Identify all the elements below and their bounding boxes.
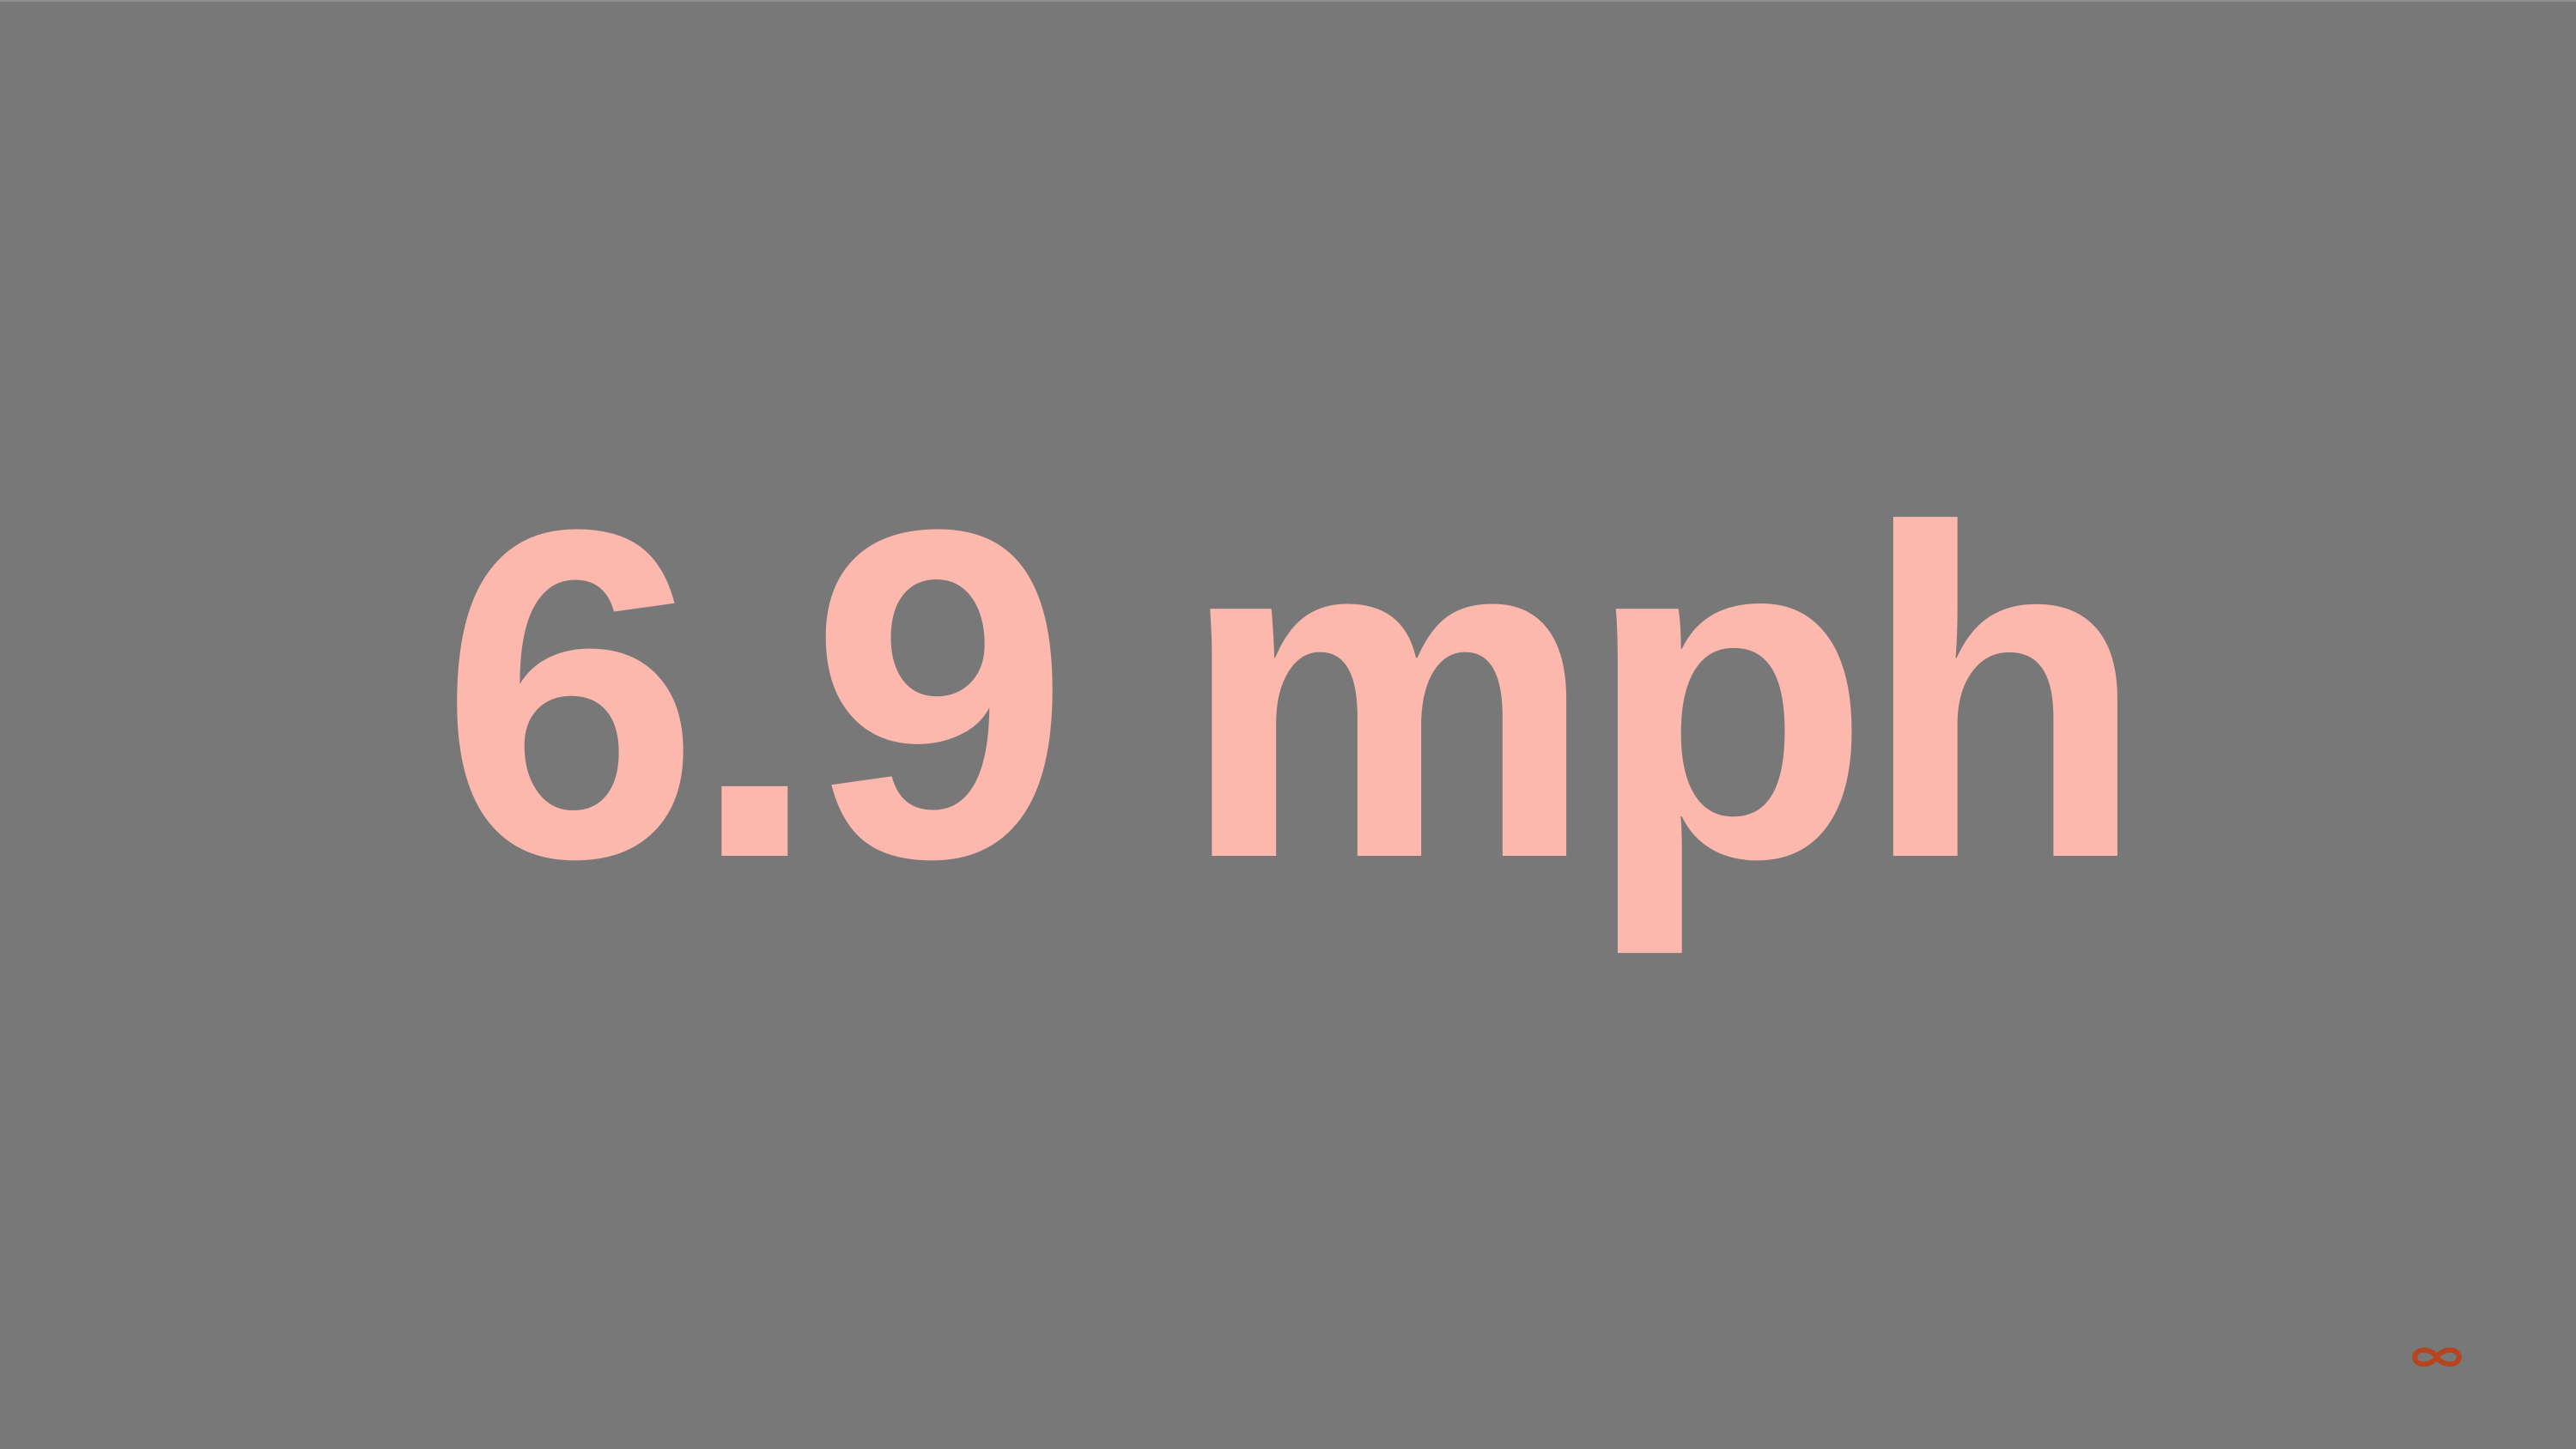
speed-value: 6.9 mph (440, 433, 2146, 955)
infinity-logo-icon (2412, 1347, 2462, 1367)
